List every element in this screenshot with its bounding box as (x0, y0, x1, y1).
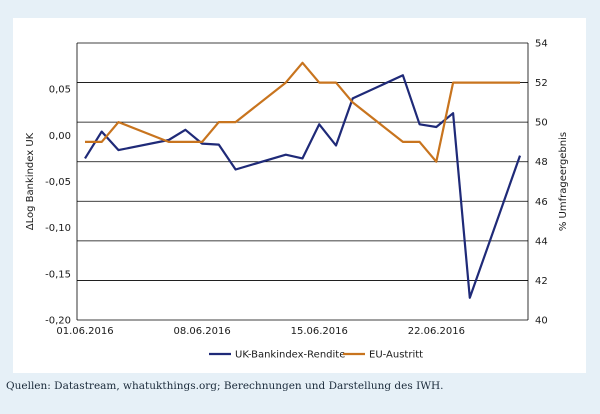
right-tick-label: 48 (535, 157, 548, 168)
series-line-eu-austritt (85, 61, 520, 163)
dual-axis-line-chart: -0,20 -0,15 -0,10 -0,05 0,00 0,05 40 42 44 46 48 50… (25, 39, 569, 361)
right-tick-label: 42 (535, 276, 548, 287)
x-tick-label: 22.06.2016 (408, 326, 465, 337)
right-tick-label: 46 (535, 197, 548, 208)
right-tick-label: 50 (535, 118, 548, 129)
left-tick-label: 0,00 (49, 131, 71, 142)
series-line-uk-bankindex (84, 74, 522, 299)
chart-panel: -0,20 -0,15 -0,10 -0,05 0,00 0,05 40 42 44 46 48 50… (13, 18, 586, 373)
left-tick-label: 0,05 (49, 85, 71, 96)
right-tick-label: 54 (535, 39, 548, 50)
right-tick-label: 40 (535, 316, 548, 327)
legend-label: UK-Bankindex-Rendite (235, 350, 345, 361)
right-tick-label: 52 (535, 78, 548, 89)
legend-label: EU-Austritt (369, 350, 423, 361)
left-tick-label: -0,10 (45, 223, 71, 234)
left-tick-label: -0,15 (45, 269, 71, 280)
left-tick-label: -0,05 (45, 177, 71, 188)
x-tick-label: 01.06.2016 (56, 326, 113, 337)
right-axis-title: % Umfrageergebnis (558, 132, 569, 231)
x-tick-label: 15.06.2016 (291, 326, 348, 337)
source-note: Quellen: Datastream, whatukthings.org; B… (6, 380, 444, 392)
left-axis-title: ΔLog Bankindex UK (25, 132, 36, 230)
x-tick-label: 08.06.2016 (173, 326, 230, 337)
left-tick-label: -0,20 (45, 316, 71, 327)
right-tick-label: 44 (535, 236, 548, 247)
